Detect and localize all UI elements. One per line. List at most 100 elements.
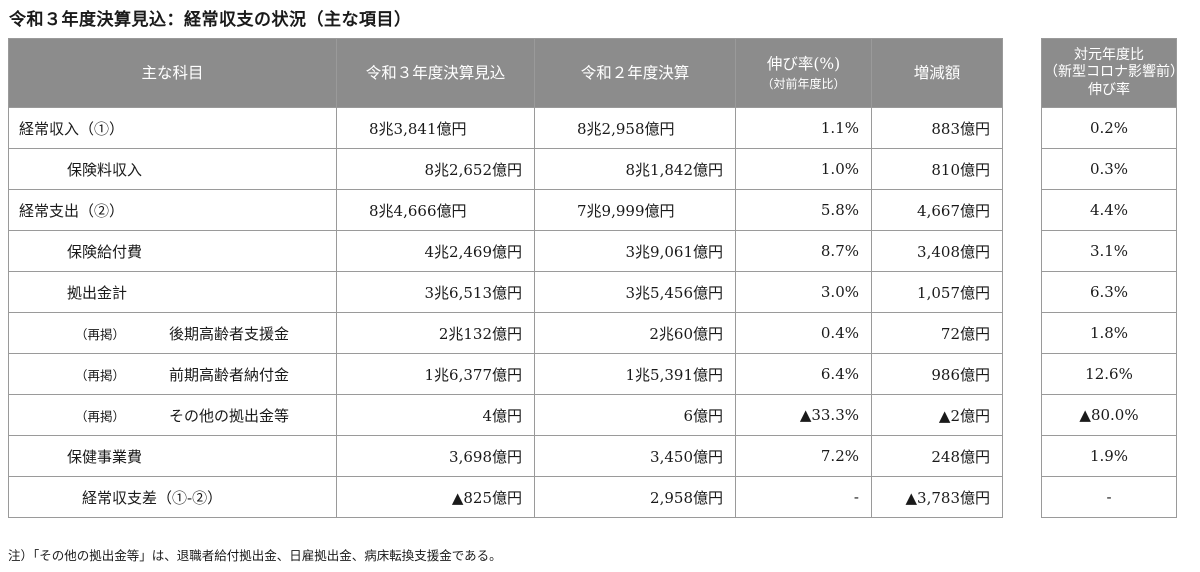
- row-growth: 5.8%: [735, 189, 872, 231]
- row-prefix: （再掲）: [75, 408, 126, 424]
- table-row: 経常収支差（①-②） ▲825億円 2,958億円 - ▲3,783億円: [8, 476, 1003, 518]
- header-r2: 令和２年度決算: [534, 38, 736, 108]
- row-r2: 8兆1,842億円: [534, 148, 736, 190]
- row-r2: 3,450億円: [534, 435, 736, 477]
- row-label: 拠出金計: [8, 271, 337, 313]
- row-r2: 3兆5,456億円: [534, 271, 736, 313]
- row-r3: 1兆6,377億円: [336, 353, 535, 395]
- table-row: 1.9%: [1041, 435, 1177, 477]
- row-baseline: 0.3%: [1041, 148, 1177, 190]
- header-diff: 増減額: [871, 38, 1003, 108]
- header-growth: 伸び率(%) （対前年度比）: [735, 38, 872, 108]
- row-growth: 8.7%: [735, 230, 872, 272]
- row-growth: 0.4%: [735, 312, 872, 354]
- row-baseline: ▲80.0%: [1041, 394, 1177, 436]
- row-diff: 810億円: [871, 148, 1003, 190]
- header-baseline-line3: 伸び率: [1088, 81, 1130, 98]
- page-title: 令和３年度決算見込：経常収支の状況（主な項目）: [9, 10, 412, 30]
- table-row: 1.8%: [1041, 312, 1177, 354]
- row-r3: 2兆132億円: [336, 312, 535, 354]
- baseline-comparison-table: 対元年度比 （新型コロナ影響前） 伸び率 0.2% 0.3% 4.4% 3.1%…: [1041, 38, 1184, 518]
- row-r2: 7兆9,999億円: [534, 189, 736, 231]
- row-growth: 6.4%: [735, 353, 872, 395]
- row-growth: 1.0%: [735, 148, 872, 190]
- row-r3: 8兆2,652億円: [336, 148, 535, 190]
- row-growth: -: [735, 476, 872, 518]
- header-baseline-line1: 対元年度比: [1074, 46, 1144, 63]
- header-item: 主な科目: [8, 38, 337, 108]
- row-diff: 4,667億円: [871, 189, 1003, 231]
- table-row: （再掲） 前期高齢者納付金 1兆6,377億円 1兆5,391億円 6.4% 98…: [8, 353, 1003, 395]
- table-row: ▲80.0%: [1041, 394, 1177, 436]
- table-row: 保険料収入 8兆2,652億円 8兆1,842億円 1.0% 810億円: [8, 148, 1003, 190]
- table-row: 6.3%: [1041, 271, 1177, 313]
- table-row: （再掲） 後期高齢者支援金 2兆132億円 2兆60億円 0.4% 72億円: [8, 312, 1003, 354]
- row-baseline: 1.8%: [1041, 312, 1177, 354]
- row-diff: ▲3,783億円: [871, 476, 1003, 518]
- table-row: （再掲） その他の拠出金等 4億円 6億円 ▲33.3% ▲2億円: [8, 394, 1003, 436]
- table-row: 保健事業費 3,698億円 3,450億円 7.2% 248億円: [8, 435, 1003, 477]
- row-prefix: （再掲）: [75, 326, 126, 342]
- row-baseline: -: [1041, 476, 1177, 518]
- row-label: 保険料収入: [8, 148, 337, 190]
- row-label: 経常収支差（①-②）: [8, 476, 337, 518]
- row-baseline: 6.3%: [1041, 271, 1177, 313]
- row-prefix: （再掲）: [75, 367, 126, 383]
- row-label-text: その他の拠出金等: [169, 406, 290, 425]
- row-baseline: 1.9%: [1041, 435, 1177, 477]
- header-baseline-line2: （新型コロナ影響前）: [1044, 64, 1184, 81]
- row-label: （再掲） 後期高齢者支援金: [8, 312, 337, 354]
- row-baseline: 12.6%: [1041, 353, 1177, 395]
- table-header-row: 対元年度比 （新型コロナ影響前） 伸び率: [1041, 38, 1184, 108]
- row-diff: 72億円: [871, 312, 1003, 354]
- row-r3: ▲825億円: [336, 476, 535, 518]
- row-label: 保険給付費: [8, 230, 337, 272]
- row-r3: 3兆6,513億円: [336, 271, 535, 313]
- header-growth-sub: （対前年度比）: [761, 76, 846, 91]
- table-row: 拠出金計 3兆6,513億円 3兆5,456億円 3.0% 1,057億円: [8, 271, 1003, 313]
- table-row: 経常収入（①） 8兆3,841億円 8兆2,958億円 1.1% 883億円: [8, 107, 1003, 149]
- table-row: 3.1%: [1041, 230, 1177, 272]
- table-row: -: [1041, 476, 1177, 518]
- table-row: 4.4%: [1041, 189, 1177, 231]
- row-r3: 4兆2,469億円: [336, 230, 535, 272]
- row-r3: 3,698億円: [336, 435, 535, 477]
- row-r2: 2,958億円: [534, 476, 736, 518]
- table-row: 保険給付費 4兆2,469億円 3兆9,061億円 8.7% 3,408億円: [8, 230, 1003, 272]
- row-label-text: 後期高齢者支援金: [169, 324, 290, 343]
- row-diff: ▲2億円: [871, 394, 1003, 436]
- row-diff: 883億円: [871, 107, 1003, 149]
- header-baseline: 対元年度比 （新型コロナ影響前） 伸び率: [1041, 38, 1184, 108]
- table-header-row: 主な科目 令和３年度決算見込 令和２年度決算 伸び率(%) （対前年度比） 増減…: [8, 38, 1003, 108]
- row-growth: 1.1%: [735, 107, 872, 149]
- row-label: 保健事業費: [8, 435, 337, 477]
- row-baseline: 4.4%: [1041, 189, 1177, 231]
- row-diff: 1,057億円: [871, 271, 1003, 313]
- row-growth: 3.0%: [735, 271, 872, 313]
- row-r3: 8兆3,841億円: [336, 107, 535, 149]
- table-row: 0.2%: [1041, 107, 1177, 149]
- row-growth: 7.2%: [735, 435, 872, 477]
- row-label: 経常収入（①）: [8, 107, 337, 149]
- row-label: （再掲） 前期高齢者納付金: [8, 353, 337, 395]
- table-row: 0.3%: [1041, 148, 1177, 190]
- row-r2: 1兆5,391億円: [534, 353, 736, 395]
- row-diff: 986億円: [871, 353, 1003, 395]
- header-growth-label: 伸び率(%): [766, 54, 841, 73]
- row-label: 経常支出（②）: [8, 189, 337, 231]
- footnote: 注）「その他の拠出金等」は、退職者給付拠出金、日雇拠出金、病床転換支援金である。: [8, 548, 502, 563]
- table-row: 経常支出（②） 8兆4,666億円 7兆9,999億円 5.8% 4,667億円: [8, 189, 1003, 231]
- row-r3: 4億円: [336, 394, 535, 436]
- row-growth: ▲33.3%: [735, 394, 872, 436]
- row-diff: 248億円: [871, 435, 1003, 477]
- table-row: 12.6%: [1041, 353, 1177, 395]
- row-diff: 3,408億円: [871, 230, 1003, 272]
- settlement-table: 主な科目 令和３年度決算見込 令和２年度決算 伸び率(%) （対前年度比） 増減…: [8, 38, 1003, 518]
- row-label: （再掲） その他の拠出金等: [8, 394, 337, 436]
- row-r3: 8兆4,666億円: [336, 189, 535, 231]
- row-r2: 8兆2,958億円: [534, 107, 736, 149]
- row-r2: 6億円: [534, 394, 736, 436]
- row-r2: 2兆60億円: [534, 312, 736, 354]
- row-baseline: 3.1%: [1041, 230, 1177, 272]
- header-r3: 令和３年度決算見込: [336, 38, 535, 108]
